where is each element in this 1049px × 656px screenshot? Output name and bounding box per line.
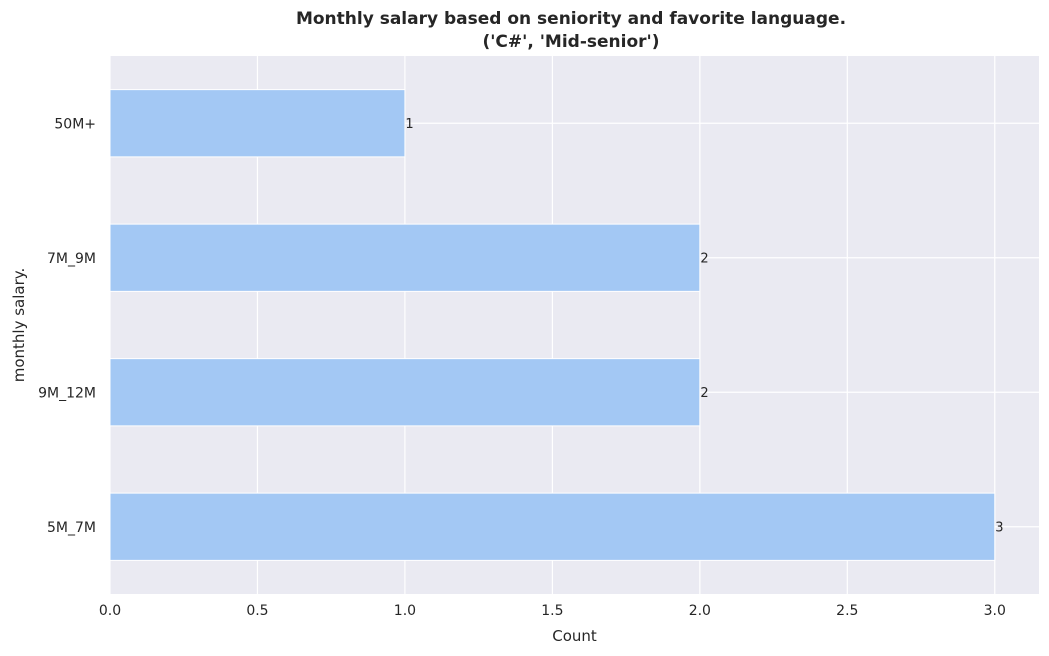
data-label-7M_9M: 2 xyxy=(700,251,708,266)
bars xyxy=(109,89,996,561)
x-tick-label: 2.5 xyxy=(836,603,858,619)
y-axis-label: monthly salary. xyxy=(10,268,28,383)
bar-9M_12M xyxy=(109,358,701,427)
x-tick-label: 0.0 xyxy=(99,603,121,619)
x-tick-label: 0.5 xyxy=(246,603,268,619)
y-tick-label-50M+: 50M+ xyxy=(54,116,96,132)
chart-title: Monthly salary based on seniority and fa… xyxy=(296,9,846,29)
x-axis-label: Count xyxy=(552,627,597,645)
bar-5M_7M xyxy=(109,492,996,561)
y-tick-labels: 50M+ 7M_9M 9M_12M 5M_7M xyxy=(38,116,96,536)
y-tick-label-7M_9M: 7M_9M xyxy=(47,251,96,267)
x-tick-labels: 0.0 0.5 1.0 1.5 2.0 2.5 3.0 xyxy=(99,603,1006,619)
y-tick-label-9M_12M: 9M_12M xyxy=(38,385,96,401)
chart-subtitle: ('C#', 'Mid-senior') xyxy=(482,32,659,52)
x-tick-label: 1.5 xyxy=(541,603,563,619)
data-label-9M_12M: 2 xyxy=(700,386,708,401)
data-label-50M+: 1 xyxy=(405,117,413,132)
bar-7M_9M xyxy=(109,223,701,292)
y-tick-label-5M_7M: 5M_7M xyxy=(47,520,96,536)
x-tick-label: 2.0 xyxy=(689,603,711,619)
bar-50M+ xyxy=(109,89,406,158)
data-label-5M_7M: 3 xyxy=(995,520,1003,535)
x-tick-label: 3.0 xyxy=(984,603,1006,619)
data-labels: 1 2 2 3 xyxy=(405,117,1003,536)
x-tick-label: 1.0 xyxy=(394,603,416,619)
